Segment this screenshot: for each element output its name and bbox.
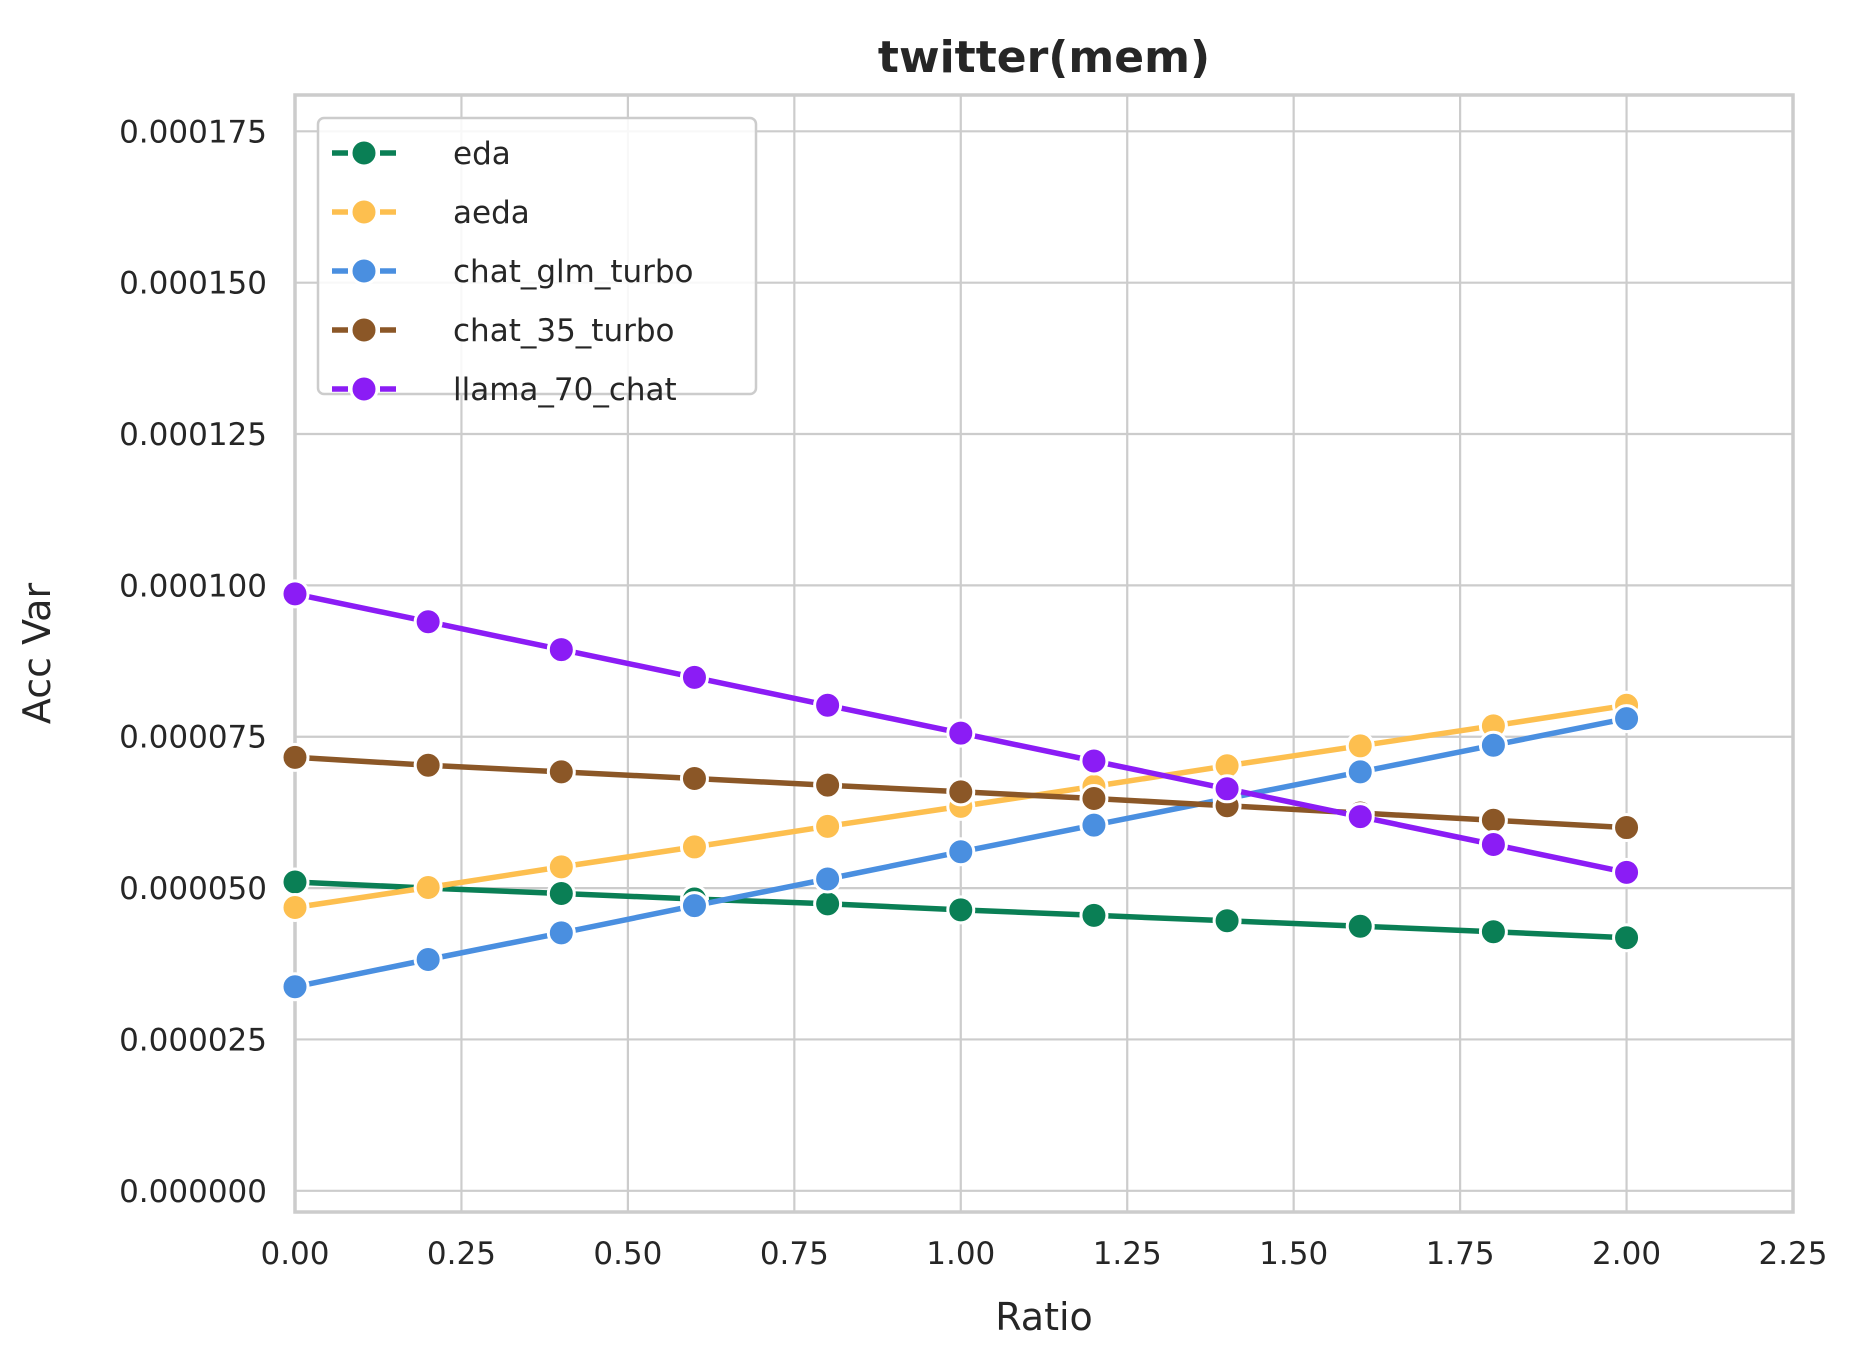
data-point-eda xyxy=(1612,923,1642,953)
data-point-eda xyxy=(1212,906,1242,936)
data-point-chat_35_turbo xyxy=(679,764,709,794)
y-tick-label: 0.000025 xyxy=(119,1022,267,1058)
data-point-llama_70_chat xyxy=(280,579,310,609)
y-tick-label: 0.000100 xyxy=(119,568,267,604)
y-tick-label: 0.000175 xyxy=(119,114,267,150)
x-tick-label: 1.50 xyxy=(1259,1236,1328,1272)
data-point-llama_70_chat xyxy=(813,690,843,720)
legend-marker-llama_70_chat xyxy=(349,374,379,404)
y-tick-label: 0.000150 xyxy=(119,266,267,302)
data-point-chat_glm_turbo xyxy=(1345,757,1375,787)
legend: eda aeda chat_glm_turbo chat_35_turbo llama_… xyxy=(316,116,758,408)
x-tick-label: 2.25 xyxy=(1758,1236,1827,1272)
x-tick-label: 0.50 xyxy=(593,1236,662,1272)
y-axis-label: Acc Var xyxy=(15,583,59,725)
data-point-chat_35_turbo xyxy=(1079,783,1109,813)
data-point-eda xyxy=(1345,911,1375,941)
data-point-chat_glm_turbo xyxy=(1079,810,1109,840)
chart-title: twitter(mem) xyxy=(878,32,1210,83)
data-point-chat_35_turbo xyxy=(1478,805,1508,835)
legend-marker-chat_glm_turbo xyxy=(349,256,379,286)
data-point-eda xyxy=(1478,917,1508,947)
y-tick-label: 0.000125 xyxy=(119,417,267,453)
data-point-chat_glm_turbo xyxy=(813,864,843,894)
legend-marker-chat_35_turbo xyxy=(349,315,379,345)
data-point-eda xyxy=(280,867,310,897)
data-point-chat_glm_turbo xyxy=(413,945,443,975)
x-tick-label: 1.00 xyxy=(926,1236,995,1272)
x-tick-label: 1.75 xyxy=(1426,1236,1495,1272)
data-point-aeda xyxy=(280,892,310,922)
series-llama_70_chat xyxy=(280,579,1642,887)
data-point-chat_glm_turbo xyxy=(946,837,976,867)
data-point-chat_glm_turbo xyxy=(679,891,709,921)
y-tick-label: 0.000050 xyxy=(119,871,267,907)
legend-item-aeda: aeda xyxy=(332,195,530,231)
data-point-llama_70_chat xyxy=(1345,802,1375,832)
data-point-llama_70_chat xyxy=(1478,830,1508,860)
data-point-llama_70_chat xyxy=(546,635,576,665)
y-tick-label: 0.000075 xyxy=(119,720,267,756)
data-point-eda xyxy=(1079,900,1109,930)
data-point-eda xyxy=(946,895,976,925)
data-point-llama_70_chat xyxy=(1212,774,1242,804)
data-point-chat_glm_turbo xyxy=(546,918,576,948)
legend-box xyxy=(316,116,758,396)
legend-label-eda: eda xyxy=(453,136,511,172)
plot-frame xyxy=(293,93,1795,1214)
legend-item-eda: eda xyxy=(332,136,511,172)
data-point-chat_35_turbo xyxy=(1612,813,1642,843)
legend-marker-eda xyxy=(349,138,379,168)
data-point-aeda xyxy=(813,811,843,841)
x-tick-label: 0.00 xyxy=(260,1236,329,1272)
legend-item-llama_70_chat: llama_70_chat xyxy=(332,372,677,408)
data-point-chat_35_turbo xyxy=(413,750,443,780)
x-axis-ticks: 0.00 0.25 0.50 0.75 1.00 1.25 1.50 1.75 2.00 2.25 xyxy=(260,1236,1827,1272)
data-point-llama_70_chat xyxy=(1612,857,1642,887)
data-point-llama_70_chat xyxy=(1079,746,1109,776)
legend-marker-aeda xyxy=(349,197,379,227)
data-point-eda xyxy=(813,889,843,919)
data-point-chat_glm_turbo xyxy=(1478,730,1508,760)
data-point-llama_70_chat xyxy=(679,662,709,692)
data-point-aeda xyxy=(413,872,443,902)
legend-label-aeda: aeda xyxy=(453,195,530,231)
data-point-aeda xyxy=(1345,731,1375,761)
legend-label-llama_70_chat: llama_70_chat xyxy=(453,372,677,408)
data-point-eda xyxy=(546,879,576,909)
data-point-llama_70_chat xyxy=(413,607,443,637)
legend-label-chat_35_turbo: chat_35_turbo xyxy=(453,313,674,349)
legend-item-chat_glm_turbo: chat_glm_turbo xyxy=(332,254,694,290)
data-point-chat_35_turbo xyxy=(813,770,843,800)
x-tick-label: 2.00 xyxy=(1592,1236,1661,1272)
legend-item-chat_35_turbo: chat_35_turbo xyxy=(332,313,674,349)
x-tick-label: 0.25 xyxy=(427,1236,496,1272)
data-point-chat_35_turbo xyxy=(280,742,310,772)
data-point-chat_35_turbo xyxy=(546,757,576,787)
data-point-chat_glm_turbo xyxy=(280,972,310,1002)
data-point-chat_35_turbo xyxy=(946,777,976,807)
data-point-aeda xyxy=(679,832,709,862)
x-axis-label: Ratio xyxy=(995,1295,1093,1339)
y-tick-label: 0.000000 xyxy=(119,1174,267,1210)
data-point-llama_70_chat xyxy=(946,718,976,748)
series-group xyxy=(280,579,1642,1002)
legend-label-chat_glm_turbo: chat_glm_turbo xyxy=(453,254,694,290)
data-point-aeda xyxy=(546,852,576,882)
data-point-chat_glm_turbo xyxy=(1612,704,1642,734)
y-axis-ticks: 0.000000 0.000025 0.000050 0.000075 0.000100… xyxy=(119,114,267,1209)
x-tick-label: 0.75 xyxy=(760,1236,829,1272)
x-tick-label: 1.25 xyxy=(1093,1236,1162,1272)
